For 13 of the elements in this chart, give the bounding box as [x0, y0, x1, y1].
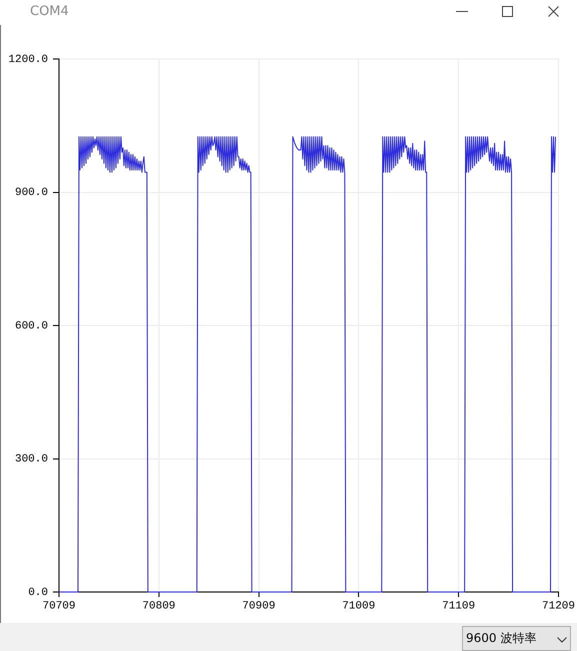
- y-tick-label: 0.0: [28, 586, 48, 599]
- x-tick-label: 71009: [342, 600, 376, 613]
- chart-title: COM4: [30, 3, 69, 20]
- y-tick-label: 600.0: [14, 320, 48, 332]
- y-tick-label: 900.0: [14, 187, 48, 200]
- y-tick-label: 300.0: [14, 454, 48, 466]
- dropdown: 9600 波特率: [462, 626, 571, 651]
- x-tick-label: 70809: [142, 600, 176, 613]
- x-tick-label: 70709: [42, 600, 76, 613]
- y-tick-label: 1200.0: [8, 54, 48, 66]
- x-tick-label: 71109: [442, 600, 476, 613]
- x-tick-label: 71209: [542, 600, 576, 613]
- x-tick-label: 70909: [242, 600, 276, 613]
